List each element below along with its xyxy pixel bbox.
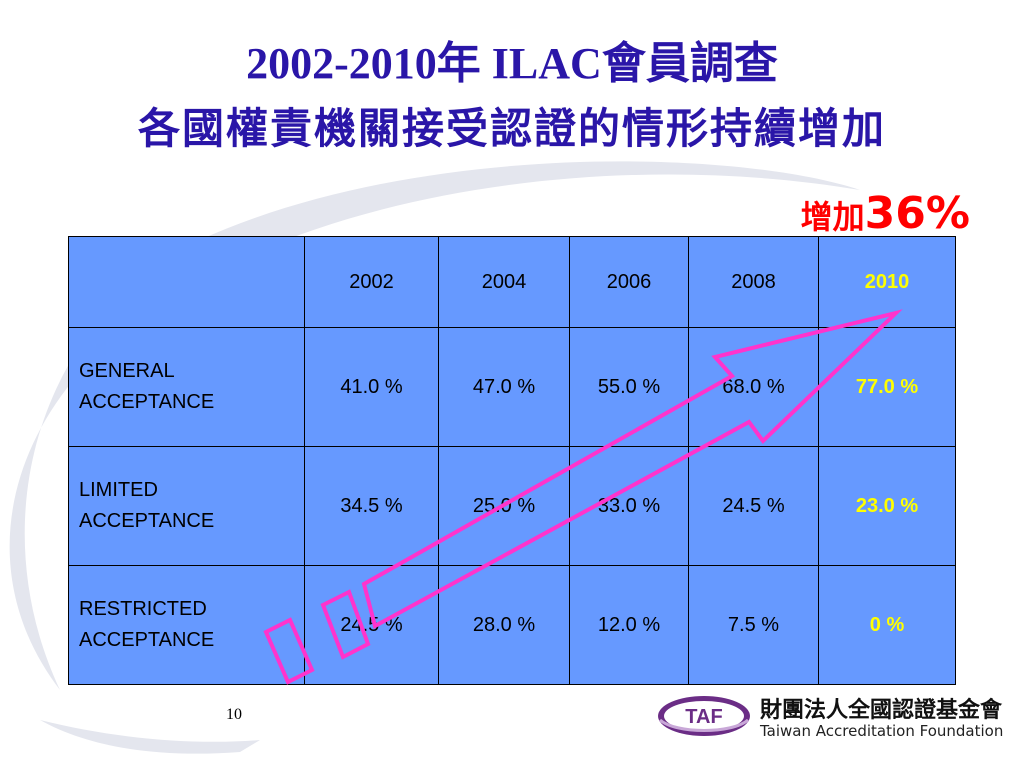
- slide-title: 2002-2010年 ILAC會員調查: [246, 39, 778, 88]
- table-cell: 25.0 %: [438, 446, 570, 566]
- logo-mark: TAF: [685, 706, 722, 728]
- row-label-line: ACCEPTANCE: [79, 391, 215, 413]
- row-label-line: RESTRICTED: [79, 598, 207, 620]
- table-cell-highlight: 77.0 %: [818, 327, 956, 447]
- table-row: RESTRICTED ACCEPTANCE 24.5 % 28.0 % 12.0 …: [68, 565, 956, 685]
- table-cell: 68.0 %: [688, 327, 819, 447]
- row-label-line: ACCEPTANCE: [79, 510, 215, 532]
- table-cell: 24.5 %: [688, 446, 819, 566]
- table-cell: 7.5 %: [688, 565, 819, 685]
- increase-label: 增加: [800, 198, 865, 236]
- row-label-line: ACCEPTANCE: [79, 629, 215, 651]
- table-cell: 47.0 %: [438, 327, 570, 447]
- row-label-line: GENERAL: [79, 360, 175, 382]
- year-header: 2004: [438, 236, 570, 328]
- year-header: 2006: [569, 236, 689, 328]
- table-cell: 34.5 %: [304, 446, 439, 566]
- table-cell: 28.0 %: [438, 565, 570, 685]
- table-cell: 41.0 %: [304, 327, 439, 447]
- table-cell: 55.0 %: [569, 327, 689, 447]
- increase-value: 36%: [864, 188, 970, 239]
- table-cell: 24.5 %: [304, 565, 439, 685]
- taf-logo: TAF 財團法人全國認證基金會 Taiwan Accreditation Fou…: [652, 690, 1003, 746]
- row-label: LIMITED ACCEPTANCE: [68, 446, 305, 566]
- table-row: LIMITED ACCEPTANCE 34.5 % 25.0 % 33.0 % 2…: [68, 446, 956, 566]
- table-cell-highlight: 0 %: [818, 565, 956, 685]
- year-header-highlight: 2010: [818, 236, 956, 328]
- table-cell: 12.0 %: [569, 565, 689, 685]
- year-header: 2002: [304, 236, 439, 328]
- slide-subtitle: 各國權責機關接受認證的情形持續增加: [137, 107, 886, 153]
- table-header-blank: [68, 236, 305, 328]
- increase-callout: 增加36%: [801, 188, 970, 239]
- row-label-line: LIMITED: [79, 479, 158, 501]
- acceptance-table: 2002 2004 2006 2008 2010 GENERAL ACCEPTAN…: [68, 236, 956, 685]
- logo-name-en: Taiwan Accreditation Foundation: [760, 722, 1004, 740]
- table-header-row: 2002 2004 2006 2008 2010: [68, 236, 956, 328]
- table-cell: 33.0 %: [569, 446, 689, 566]
- row-label: RESTRICTED ACCEPTANCE: [68, 565, 305, 685]
- logo-name-zh: 財團法人全國認證基金會: [760, 698, 1003, 723]
- page-number: 10: [226, 706, 242, 723]
- row-label: GENERAL ACCEPTANCE: [68, 327, 305, 447]
- taf-logo-icon: TAF: [658, 696, 750, 736]
- year-header: 2008: [688, 236, 819, 328]
- table-row: GENERAL ACCEPTANCE 41.0 % 47.0 % 55.0 % 6…: [68, 327, 956, 447]
- table-cell-highlight: 23.0 %: [818, 446, 956, 566]
